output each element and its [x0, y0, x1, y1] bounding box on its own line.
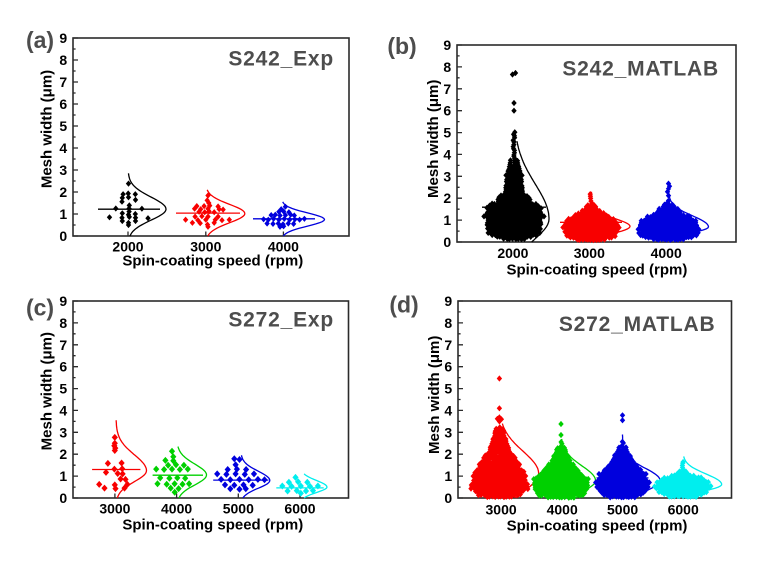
svg-text:(b): (b) — [387, 33, 416, 59]
svg-text:7: 7 — [59, 337, 67, 353]
svg-text:4000: 4000 — [161, 501, 192, 517]
svg-text:Mesh width (μm): Mesh width (μm) — [425, 80, 442, 198]
svg-text:1: 1 — [443, 212, 451, 228]
svg-text:3000: 3000 — [190, 238, 221, 254]
svg-text:4: 4 — [59, 402, 67, 418]
svg-text:1: 1 — [444, 468, 452, 484]
svg-text:6: 6 — [59, 359, 67, 375]
svg-text:S272_MATLAB: S272_MATLAB — [559, 313, 716, 336]
svg-text:7: 7 — [444, 337, 452, 353]
svg-text:0: 0 — [59, 490, 67, 506]
svg-text:8: 8 — [59, 52, 67, 68]
svg-text:3: 3 — [443, 168, 451, 184]
svg-text:5: 5 — [443, 125, 451, 141]
svg-text:8: 8 — [444, 315, 452, 331]
svg-text:2: 2 — [59, 184, 67, 200]
svg-text:5: 5 — [444, 381, 452, 397]
svg-text:0: 0 — [59, 228, 67, 244]
svg-text:S242_MATLAB: S242_MATLAB — [562, 58, 719, 81]
svg-text:4000: 4000 — [651, 245, 682, 261]
svg-text:Spin-coating speed (rpm): Spin-coating speed (rpm) — [507, 518, 688, 535]
svg-text:6000: 6000 — [668, 502, 699, 518]
svg-text:4000: 4000 — [268, 238, 299, 254]
svg-text:Mesh width (μm): Mesh width (μm) — [38, 70, 55, 188]
svg-text:Mesh width (μm): Mesh width (μm) — [38, 332, 55, 450]
svg-text:4000: 4000 — [547, 502, 578, 518]
svg-text:9: 9 — [59, 30, 67, 46]
svg-text:6: 6 — [444, 359, 452, 375]
svg-text:5000: 5000 — [607, 502, 638, 518]
svg-text:2: 2 — [443, 190, 451, 206]
svg-text:(a): (a) — [26, 27, 54, 53]
svg-text:Spin-coating speed (rpm): Spin-coating speed (rpm) — [506, 261, 687, 278]
svg-text:S242_Exp: S242_Exp — [228, 47, 334, 70]
svg-text:3000: 3000 — [574, 245, 605, 261]
svg-text:4: 4 — [59, 140, 67, 156]
svg-text:Spin-coating speed (rpm): Spin-coating speed (rpm) — [122, 516, 303, 533]
svg-text:8: 8 — [443, 59, 451, 75]
svg-text:3000: 3000 — [99, 501, 130, 517]
svg-text:0: 0 — [443, 234, 451, 250]
svg-text:1: 1 — [59, 468, 67, 484]
svg-text:6: 6 — [59, 96, 67, 112]
svg-text:9: 9 — [59, 293, 67, 309]
svg-text:2000: 2000 — [112, 238, 143, 254]
svg-text:(c): (c) — [26, 295, 54, 321]
svg-text:7: 7 — [443, 81, 451, 97]
svg-text:8: 8 — [59, 315, 67, 331]
svg-text:5: 5 — [59, 118, 67, 134]
svg-text:S272_Exp: S272_Exp — [228, 308, 334, 331]
svg-text:2: 2 — [59, 446, 67, 462]
svg-text:4: 4 — [443, 146, 451, 162]
svg-text:3: 3 — [59, 162, 67, 178]
svg-text:5000: 5000 — [223, 501, 254, 517]
svg-text:3: 3 — [444, 424, 452, 440]
svg-text:6000: 6000 — [284, 501, 315, 517]
svg-text:5: 5 — [59, 381, 67, 397]
svg-text:1: 1 — [59, 206, 67, 222]
svg-text:2: 2 — [444, 446, 452, 462]
svg-text:Spin-coating speed (rpm): Spin-coating speed (rpm) — [122, 252, 303, 269]
svg-text:6: 6 — [443, 103, 451, 119]
svg-text:4: 4 — [444, 402, 452, 418]
svg-text:9: 9 — [444, 293, 452, 309]
svg-text:7: 7 — [59, 74, 67, 90]
svg-text:(d): (d) — [389, 292, 418, 318]
svg-text:0: 0 — [444, 490, 452, 506]
svg-text:9: 9 — [443, 37, 451, 53]
svg-text:2000: 2000 — [497, 245, 528, 261]
svg-text:3000: 3000 — [486, 502, 517, 518]
svg-text:Mesh width (μm): Mesh width (μm) — [426, 336, 443, 454]
svg-text:3: 3 — [59, 424, 67, 440]
